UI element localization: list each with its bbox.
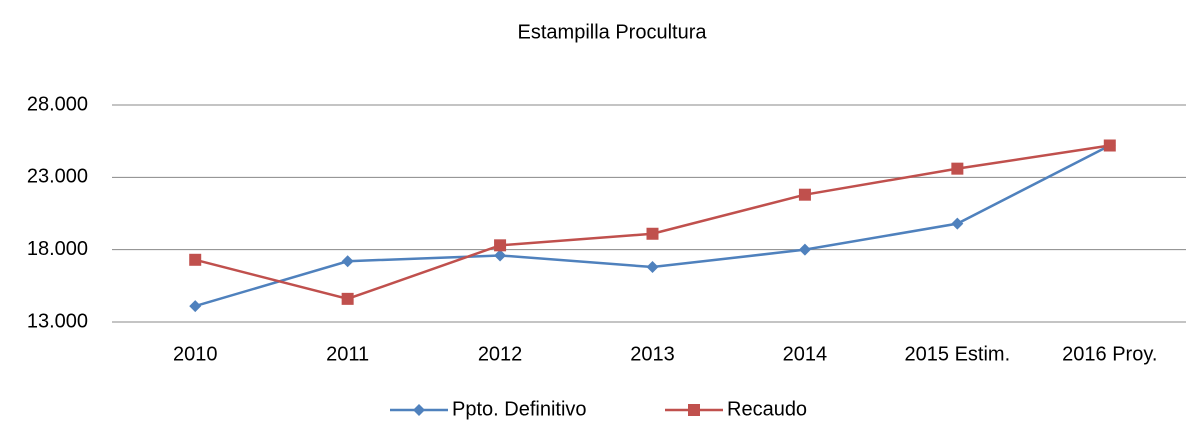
data-point (646, 227, 659, 240)
x-tick-label: 2015 Estim. (905, 343, 1011, 365)
series-line (194, 144, 1111, 308)
y-tick-label: 13.000 (27, 310, 88, 332)
chart-title: Estampilla Procultura (518, 21, 708, 43)
x-tick-label: 2013 (630, 343, 675, 365)
data-point (494, 249, 507, 262)
y-tick-label: 18.000 (27, 238, 88, 260)
legend-marker (688, 404, 700, 416)
x-tick-label: 2014 (783, 343, 828, 365)
x-tick-label: 2016 Proy. (1062, 343, 1157, 365)
data-point (951, 217, 964, 230)
data-point (189, 253, 202, 266)
data-point (798, 188, 811, 201)
x-tick-label: 2011 (326, 343, 369, 365)
legend-label: Recaudo (727, 398, 807, 420)
data-point (646, 261, 659, 274)
data-point (951, 162, 964, 175)
data-point (189, 300, 202, 313)
legend-marker (413, 404, 425, 416)
y-tick-label: 28.000 (27, 93, 88, 115)
y-tick-label: 23.000 (27, 166, 88, 188)
data-point (1103, 139, 1116, 152)
series-line (194, 144, 1110, 301)
x-tick-label: 2012 (478, 343, 523, 365)
data-point (341, 292, 354, 305)
data-point (341, 255, 354, 268)
data-point (494, 239, 507, 252)
legend-label: Ppto. Definitivo (452, 398, 587, 420)
data-point (798, 243, 811, 256)
x-tick-label: 2010 (173, 343, 218, 365)
